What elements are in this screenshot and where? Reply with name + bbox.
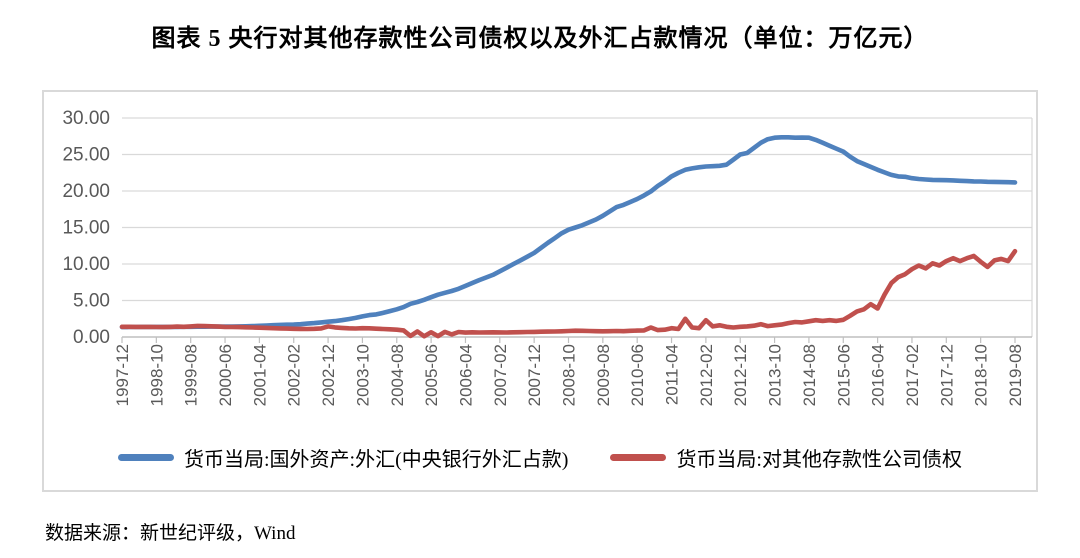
y-axis-tick-label: 0.00 — [73, 327, 110, 348]
x-axis-tick-label: 2007-12 — [525, 344, 544, 406]
x-axis-tick-label: 2004-08 — [388, 344, 407, 406]
y-axis-tick-label: 15.00 — [62, 218, 110, 239]
x-axis-tick-label: 2008-10 — [560, 344, 579, 406]
x-axis-tick-label: 2003-10 — [353, 344, 372, 406]
x-axis-tick-label: 2007-02 — [491, 344, 510, 406]
legend-swatch-blue — [118, 453, 174, 461]
data-source: 数据来源：新世纪评级，Wind — [45, 523, 296, 544]
x-axis-tick-label: 2018-10 — [972, 344, 991, 406]
y-axis-tick-label: 30.00 — [62, 108, 110, 129]
line-chart: 0.00 5.00 10.00 15.00 20.00 25.00 30.00 1997-12… — [62, 108, 1033, 406]
x-axis-tick-label: 2017-12 — [937, 344, 956, 406]
x-axis-tick-label: 2010-06 — [628, 344, 647, 406]
y-axis-tick-label: 25.00 — [62, 145, 110, 166]
series-line-fx-position — [119, 134, 1018, 330]
x-axis-tick-label: 2011-04 — [663, 344, 682, 405]
x-axis-tick-label: 2012-12 — [731, 344, 750, 406]
x-axis-tick-label: 2013-10 — [766, 344, 785, 406]
x-axis-tick-label: 2002-12 — [319, 344, 338, 406]
legend-label-fx-position: 货币当局:国外资产:外汇(中央银行外汇占款) — [184, 448, 569, 471]
y-axis-tick-label: 5.00 — [73, 291, 110, 312]
x-axis-tick-label: 2019-08 — [1006, 344, 1025, 406]
x-axis-tick-label: 2016-04 — [869, 344, 888, 406]
y-axis-tick-label: 10.00 — [62, 254, 110, 275]
x-axis-tick-label: 1999-08 — [182, 344, 201, 406]
x-axis-tick-label: 2015-06 — [834, 344, 853, 406]
x-axis-tick-label: 2009-08 — [594, 344, 613, 406]
chart-legend: 货币当局:国外资产:外汇(中央银行外汇占款) 货币当局:对其他存款性公司债权 — [44, 442, 1036, 472]
x-axis-tick-label: 2002-02 — [285, 344, 304, 406]
x-axis-tick-label: 1997-12 — [113, 344, 132, 406]
x-axis-tick-label: 2000-06 — [216, 344, 235, 406]
legend-swatch-red — [610, 453, 667, 461]
x-axis-tick-label: 2005-06 — [422, 344, 441, 406]
chart-container: 0.00 5.00 10.00 15.00 20.00 25.00 30.00 1997-12… — [42, 90, 1038, 492]
legend-item-fx-position: 货币当局:国外资产:外汇(中央银行外汇占款) — [118, 443, 568, 472]
x-axis-tick-label: 2014-08 — [800, 344, 819, 406]
x-axis-tick-label: 2012-02 — [697, 344, 716, 406]
series-line-odc-claims — [119, 248, 1018, 339]
chart-title: 图表 5 央行对其他存款性公司债权以及外汇占款情况（单位：万亿元） — [151, 26, 929, 52]
legend-label-odc-claims: 货币当局:对其他存款性公司债权 — [676, 448, 962, 471]
x-axis-tick-label: 1998-10 — [147, 344, 166, 406]
y-axis-tick-label: 20.00 — [62, 181, 110, 202]
x-axis-tick-label: 2006-04 — [456, 344, 475, 406]
legend-item-odc-claims: 货币当局:对其他存款性公司债权 — [610, 443, 962, 472]
x-axis-tick-label: 2017-02 — [903, 344, 922, 406]
x-axis-tick-label: 2001-04 — [250, 344, 269, 406]
